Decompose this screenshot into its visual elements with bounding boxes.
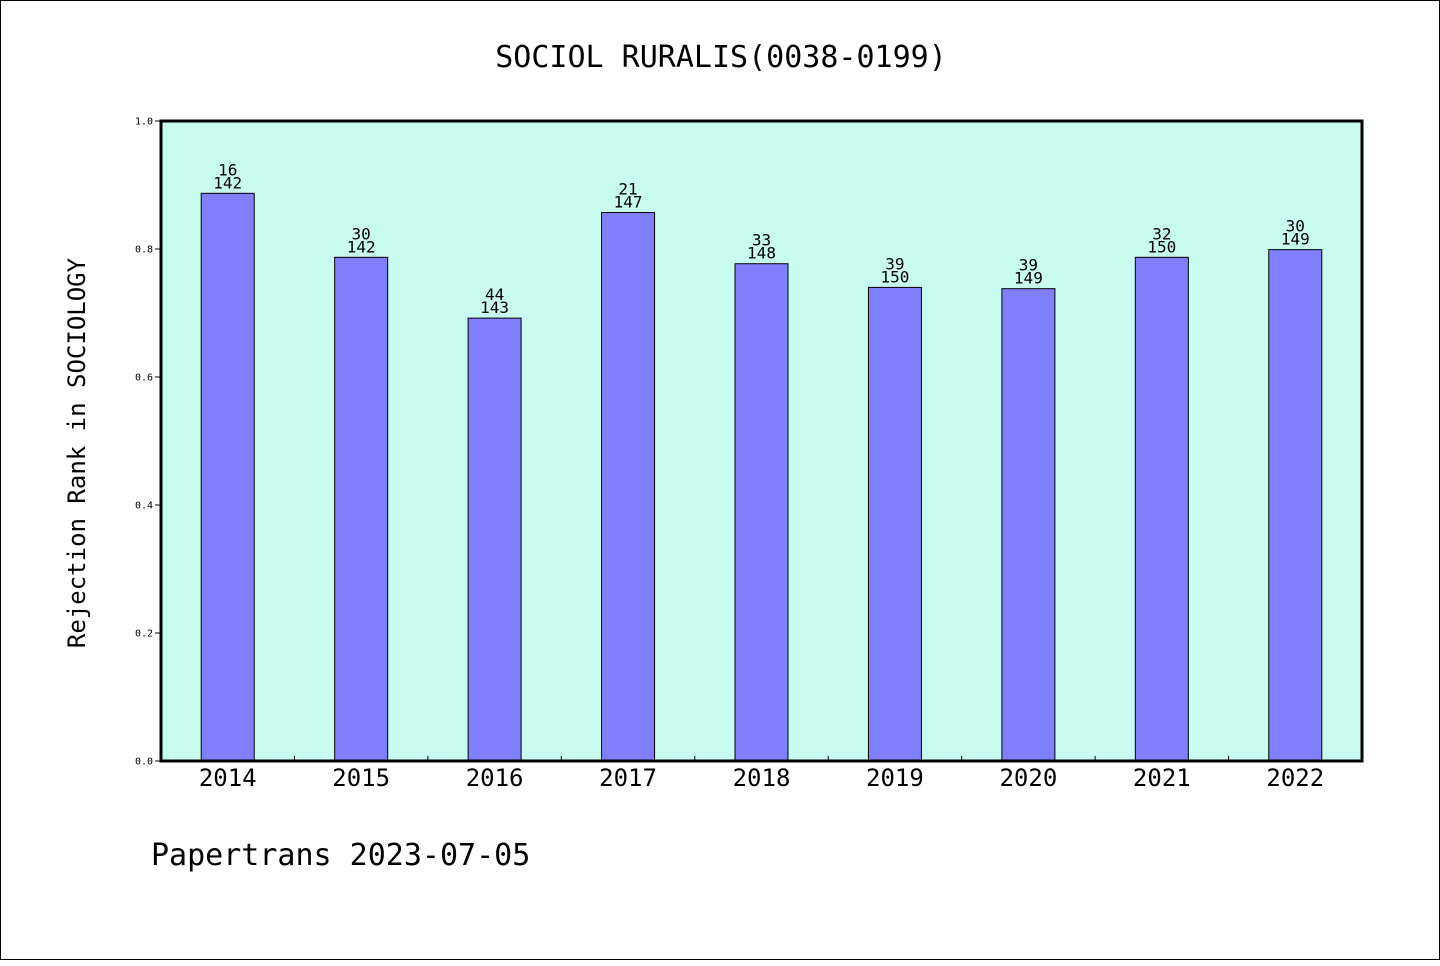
bar-2020 (1001, 288, 1056, 762)
data-label-total: 142 (347, 237, 376, 256)
bar-2015 (334, 256, 389, 762)
bar-2017 (601, 212, 656, 762)
bar-2016 (467, 317, 522, 762)
data-label-total: 149 (1014, 269, 1043, 288)
data-label-total: 150 (880, 267, 909, 286)
data-label-total: 150 (1147, 237, 1176, 256)
data-labels: 1614230142441432114733148391503914932150… (213, 160, 1309, 317)
footer-text: Papertrans 2023-07-05 (151, 838, 530, 873)
bar-2014 (200, 192, 255, 762)
chart-title: SOCIOL RURALIS(0038-0199) (495, 40, 947, 75)
y-axis-label: Rejection Rank in SOCIOLOGY (63, 257, 91, 648)
data-label-total: 148 (747, 244, 776, 263)
data-label-total: 147 (614, 193, 643, 212)
y-tick-label: 1.0 (135, 117, 153, 128)
x-tick-label: 2019 (866, 764, 924, 792)
y-tick-label: 0.8 (135, 245, 153, 256)
y-tick-label: 0.6 (135, 373, 153, 384)
data-label-total: 142 (213, 173, 242, 192)
data-label-rank: 33 (752, 231, 771, 250)
x-tick-label: 2020 (999, 764, 1057, 792)
y-tick-label: 0.0 (135, 757, 153, 768)
plot-border (159, 119, 1364, 763)
data-label-rank: 30 (352, 224, 371, 243)
y-axis: 0.0 0.2 0.4 0.6 0.8 1.0 (135, 117, 161, 768)
x-axis: 2014 2015 2016 2017 2018 2019 2020 2021 2022 (199, 756, 1324, 792)
bar-2018 (734, 263, 789, 762)
x-tick-label: 2022 (1266, 764, 1324, 792)
data-label-rank: 16 (218, 160, 237, 179)
y-tick-label: 0.2 (135, 629, 153, 640)
data-label-rank: 32 (1152, 224, 1171, 243)
bar-2019 (867, 286, 922, 762)
x-tick-label: 2021 (1133, 764, 1191, 792)
x-tick-label: 2016 (466, 764, 524, 792)
data-label-rank: 21 (618, 180, 637, 199)
data-label-rank: 39 (885, 254, 904, 273)
data-label-total: 143 (480, 298, 509, 317)
x-tick-label: 2014 (199, 764, 257, 792)
x-tick-label: 2015 (332, 764, 390, 792)
data-label-total: 149 (1281, 230, 1310, 249)
x-tick-label: 2017 (599, 764, 657, 792)
y-tick-label: 0.4 (135, 501, 153, 512)
data-label-rank: 44 (485, 285, 504, 304)
bar-series (200, 192, 1323, 762)
bar-2021 (1134, 256, 1189, 762)
x-tick-label: 2018 (733, 764, 791, 792)
data-label-rank: 39 (1019, 256, 1038, 275)
bar-2022 (1268, 249, 1323, 762)
data-label-rank: 30 (1286, 217, 1305, 236)
